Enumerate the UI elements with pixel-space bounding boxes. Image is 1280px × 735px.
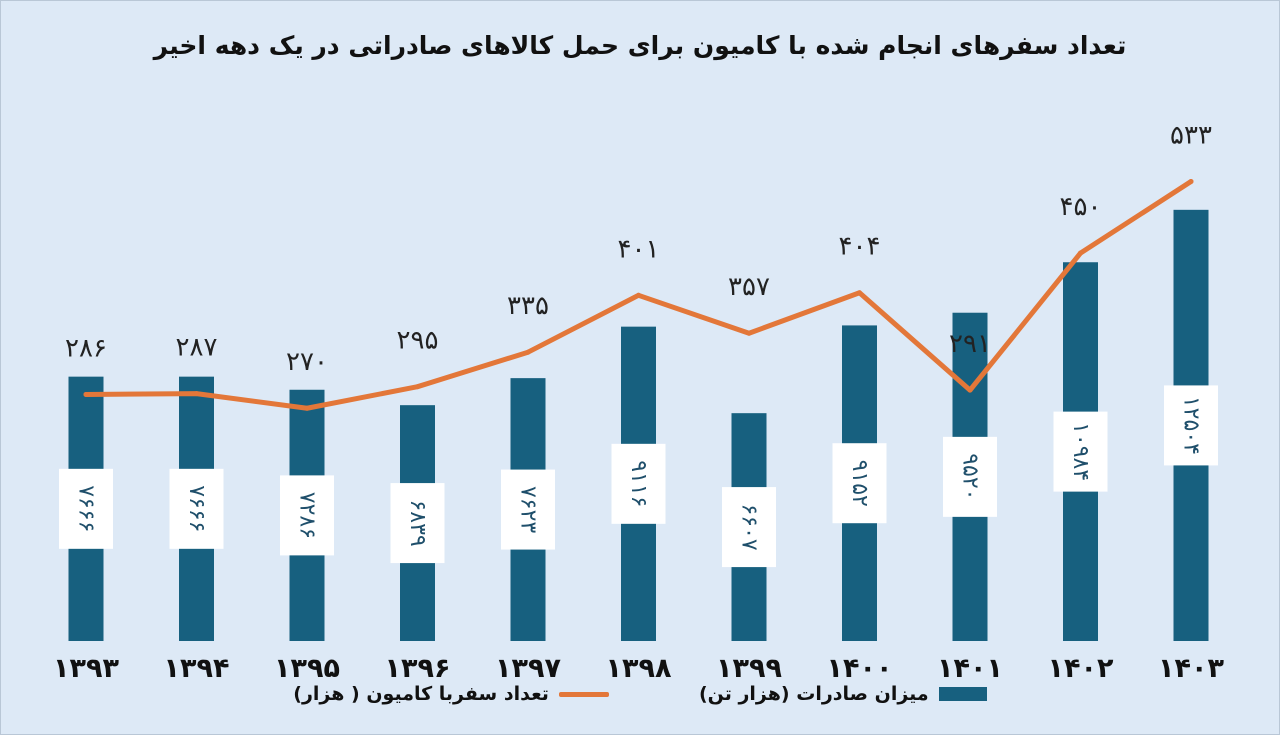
line-value-label: ۲۸۷ bbox=[176, 333, 218, 363]
legend-swatch-line bbox=[558, 691, 609, 697]
line-value-label: ۴۵۰ bbox=[1060, 192, 1102, 222]
chart-title: تعداد سفرهای انجام شده با کامیون برای حم… bbox=[153, 31, 1127, 60]
legend-item-exports: میزان صادرات (هزار تن) bbox=[699, 683, 987, 705]
line-value-label: ۲۹۵ bbox=[397, 326, 439, 356]
bar-value-label: ۷۶۲۳ bbox=[516, 486, 541, 533]
bar-value-label: ۹۱۵۲ bbox=[847, 460, 872, 507]
line-value-label: ۴۰۱ bbox=[618, 234, 660, 264]
line-point bbox=[746, 330, 752, 336]
line-point bbox=[415, 384, 420, 390]
x-tick-label: ۱۴۰۳ bbox=[1158, 653, 1224, 684]
bar-value-label: ۱۰۹۸۴ bbox=[1068, 422, 1093, 481]
line-value-label: ۵۳۳ bbox=[1170, 121, 1212, 151]
line-point bbox=[194, 391, 199, 397]
legend-label-exports: میزان صادرات (هزار تن) bbox=[698, 683, 929, 705]
line-value-label: ۴۰۴ bbox=[839, 232, 881, 262]
legend-item-trips: تعداد سفربا کامیون ( هزار) bbox=[293, 683, 609, 705]
x-tick-label: ۱۴۰۲ bbox=[1048, 653, 1114, 684]
line-point bbox=[1188, 179, 1194, 185]
bar-value-label: ۷۶۶۶ bbox=[74, 485, 99, 532]
bar-value-label-box bbox=[611, 443, 666, 524]
line-point bbox=[857, 290, 862, 296]
line-point bbox=[1078, 250, 1083, 256]
bar-value-label: ۱۲۵۰۴ bbox=[1179, 396, 1204, 455]
bar-value-label-box bbox=[280, 475, 334, 556]
line-value-label: ۳۳۵ bbox=[507, 291, 549, 321]
x-tick-label: ۱۳۹۶ bbox=[385, 653, 451, 684]
bar-value-label-box bbox=[1164, 385, 1218, 466]
legend: میزان صادرات (هزار تن) تعداد سفربا کامیو… bbox=[1, 683, 1279, 705]
bar-value-label: ۷۲۸۶ bbox=[295, 492, 320, 539]
bar-value-label-box bbox=[59, 468, 113, 549]
bar-value-label-box bbox=[169, 468, 224, 549]
bar-value-label: ۹۱۱۶ bbox=[626, 460, 651, 507]
line-value-label: ۲۷۰ bbox=[286, 347, 328, 377]
line-point bbox=[525, 349, 531, 355]
line-point bbox=[83, 391, 89, 397]
bar-value-label-box bbox=[943, 436, 997, 517]
bar-value-label-box bbox=[722, 487, 776, 568]
bar-value-label-box bbox=[832, 443, 887, 524]
legend-swatch-bar bbox=[938, 687, 987, 701]
x-tick-label: ۱۳۹۷ bbox=[495, 653, 561, 684]
x-tick-label: ۱۳۹۳ bbox=[53, 653, 119, 684]
line-point bbox=[636, 292, 641, 298]
bar-value-label-box bbox=[501, 469, 555, 550]
x-tick-label: ۱۳۹۹ bbox=[716, 653, 782, 684]
legend-label-trips: تعداد سفربا کامیون ( هزار) bbox=[293, 683, 549, 705]
line-point bbox=[304, 405, 310, 411]
bar-value-label: ۹۵۲۰ bbox=[958, 453, 983, 500]
x-tick-label: ۱۳۹۴ bbox=[164, 653, 230, 684]
bar-value-label: ۷۶۶۶ bbox=[184, 485, 209, 532]
x-tick-label: ۱۴۰۰ bbox=[827, 653, 893, 684]
line-value-label: ۳۵۷ bbox=[728, 272, 770, 302]
line-value-label: ۲۸۶ bbox=[65, 333, 107, 363]
bar-value-label: ۶۶۰۷ bbox=[737, 503, 762, 550]
line-point bbox=[967, 387, 973, 393]
line-value-label: ۲۹۱ bbox=[949, 329, 991, 359]
x-tick-label: ۱۳۹۸ bbox=[606, 653, 672, 684]
x-tick-label: ۱۴۰۱ bbox=[937, 653, 1003, 684]
bar-value-label: ۶۸۳۹ bbox=[405, 499, 430, 546]
bar-value-label-box bbox=[1053, 411, 1108, 492]
bar-value-label-box bbox=[390, 483, 445, 564]
x-tick-label: ۱۳۹۵ bbox=[274, 653, 340, 684]
